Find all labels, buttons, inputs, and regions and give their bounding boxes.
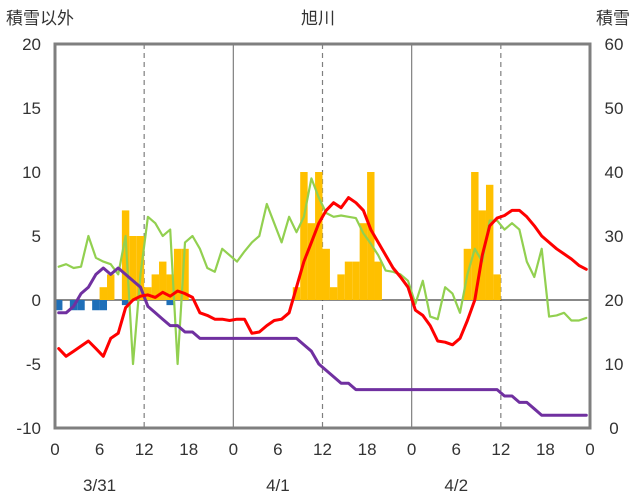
left-tick-label: -5 bbox=[26, 355, 41, 374]
x-hour-tick-label: 0 bbox=[229, 440, 238, 459]
negative-bar bbox=[121, 300, 130, 306]
right-tick-label: 50 bbox=[605, 99, 624, 118]
x-date-label: 4/2 bbox=[444, 476, 468, 495]
precip-bar bbox=[374, 261, 382, 300]
x-hour-tick-label: 6 bbox=[95, 440, 104, 459]
x-hour-tick-label: 18 bbox=[179, 440, 198, 459]
precip-bar bbox=[159, 261, 167, 300]
negative-bar bbox=[55, 300, 63, 311]
precip-bar bbox=[107, 274, 115, 300]
right-tick-label: 0 bbox=[609, 419, 618, 438]
left-tick-label: 5 bbox=[32, 227, 41, 246]
right-tick-label: 20 bbox=[605, 291, 624, 310]
negative-bar bbox=[166, 300, 174, 306]
precip-bar bbox=[151, 274, 160, 300]
x-hour-tick-label: 12 bbox=[135, 440, 154, 459]
x-hour-tick-label: 12 bbox=[313, 440, 332, 459]
series-line-green bbox=[57, 177, 588, 366]
precip-bar bbox=[359, 223, 368, 300]
series-line-temperature bbox=[57, 196, 588, 358]
precip-bar bbox=[121, 210, 130, 300]
precip-bar bbox=[166, 274, 174, 300]
precip-bar bbox=[173, 248, 182, 300]
x-hour-tick-label: 6 bbox=[273, 440, 282, 459]
x-hour-tick-label: 6 bbox=[452, 440, 461, 459]
x-date-label: 4/1 bbox=[266, 476, 290, 495]
series-line-snow-depth bbox=[57, 266, 588, 417]
right-tick-label: 10 bbox=[605, 355, 624, 374]
lines-layer bbox=[57, 177, 588, 417]
precip-bar bbox=[129, 236, 137, 300]
negative-bar bbox=[77, 300, 85, 311]
left-tick-label: 20 bbox=[22, 35, 41, 54]
x-hour-tick-label: 0 bbox=[585, 440, 594, 459]
precip-bar bbox=[99, 287, 108, 300]
x-date-label: 3/31 bbox=[83, 476, 116, 495]
left-tick-label: -10 bbox=[16, 419, 41, 438]
precip-bar bbox=[337, 274, 345, 300]
precip-bar bbox=[471, 172, 479, 300]
precip-bar bbox=[322, 248, 330, 300]
chart-title: 旭川 bbox=[301, 9, 335, 28]
precip-bar bbox=[307, 223, 316, 300]
negative-bar bbox=[92, 300, 100, 311]
precip-bar bbox=[367, 172, 375, 300]
precip-bar bbox=[292, 287, 301, 300]
right-axis-label: 積雪 bbox=[596, 9, 630, 28]
left-tick-label: 10 bbox=[22, 163, 41, 182]
precip-bar bbox=[181, 248, 189, 300]
x-hour-tick-label: 0 bbox=[407, 440, 416, 459]
x-hour-tick-label: 0 bbox=[50, 440, 59, 459]
precip-bar bbox=[329, 287, 338, 300]
plot-frame bbox=[53, 42, 592, 430]
negative-bar bbox=[99, 300, 108, 311]
precip-bar bbox=[300, 172, 308, 300]
precip-bar bbox=[344, 261, 353, 300]
right-tick-label: 40 bbox=[605, 163, 624, 182]
precip-bar bbox=[493, 274, 501, 300]
left-tick-label: 0 bbox=[32, 291, 41, 310]
right-tick-label: 30 bbox=[605, 227, 624, 246]
frame-layer bbox=[53, 42, 592, 430]
bars-layer bbox=[55, 172, 501, 311]
left-tick-label: 15 bbox=[22, 99, 41, 118]
precip-bar bbox=[315, 172, 323, 300]
x-hour-tick-label: 18 bbox=[358, 440, 377, 459]
right-tick-label: 60 bbox=[605, 35, 624, 54]
precip-bar bbox=[352, 261, 360, 300]
left-axis-label: 積雪以外 bbox=[6, 9, 74, 28]
x-hour-tick-label: 18 bbox=[536, 440, 555, 459]
precip-bar bbox=[485, 184, 494, 300]
x-hour-tick-label: 12 bbox=[491, 440, 510, 459]
